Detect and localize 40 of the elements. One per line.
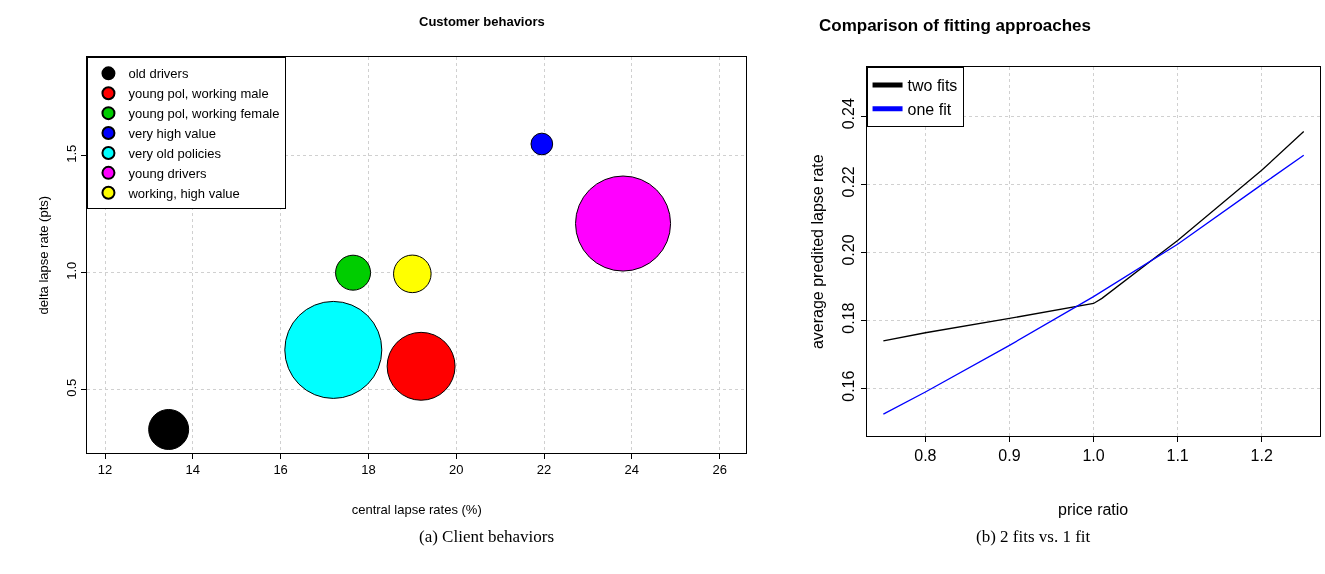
y-tick-label: 0.22: [840, 166, 858, 198]
x-tick-label: 14: [185, 462, 201, 478]
chart-title: Customer behaviors: [419, 14, 545, 29]
line-series: [882, 154, 1305, 415]
text: (a) Client behaviors: [419, 527, 555, 546]
x-tick-label: 16: [273, 462, 288, 478]
y-axis-title: delta lapse rate (pts): [36, 195, 52, 315]
x-tick-label: 0.9: [998, 447, 1021, 465]
x-tick-label: 22: [536, 462, 552, 478]
y-tick-label: 0.5: [64, 378, 80, 397]
x-tick-label: 26: [712, 462, 727, 478]
x-tick-label: 1.2: [1250, 447, 1273, 465]
legend-label: two fits: [907, 77, 958, 95]
y-tick-label: 1.5: [64, 144, 80, 163]
legend-label: working, high value: [127, 185, 240, 201]
legend-label: very old policies: [128, 146, 222, 162]
x-tick-label: 18: [361, 462, 376, 478]
y-tick-label: 0.18: [840, 302, 858, 334]
x-tick-label: 1.0: [1082, 447, 1105, 465]
legend-label: young drivers: [128, 165, 207, 181]
x-tick-label: 12: [97, 462, 113, 478]
x-axis-title: price ratio: [1058, 501, 1129, 519]
y-tick-label: 1.0: [64, 261, 80, 280]
y-tick-label: 0.16: [840, 370, 858, 402]
legend-label: young pol, working female: [128, 106, 280, 122]
line-series: [882, 130, 1305, 342]
legend-label: old drivers: [128, 66, 189, 82]
x-tick-label: 1.1: [1166, 447, 1189, 465]
chart-title: Comparison of fitting approaches: [819, 16, 1092, 35]
legend-label: one fit: [907, 101, 952, 119]
legend-label: very high value: [128, 126, 216, 142]
legend-label: young pol, working male: [128, 86, 269, 102]
text: (b) 2 fits vs. 1 fit: [976, 527, 1091, 546]
y-tick-label: 0.24: [840, 98, 858, 130]
y-tick-label: 0.20: [840, 234, 858, 266]
x-axis-title: central lapse rates (%): [351, 502, 482, 518]
x-tick-label: 20: [448, 462, 464, 478]
y-axis-title: average predited lapse rate: [809, 154, 827, 350]
x-tick-label: 0.8: [914, 447, 937, 465]
x-tick-label: 24: [624, 462, 640, 478]
